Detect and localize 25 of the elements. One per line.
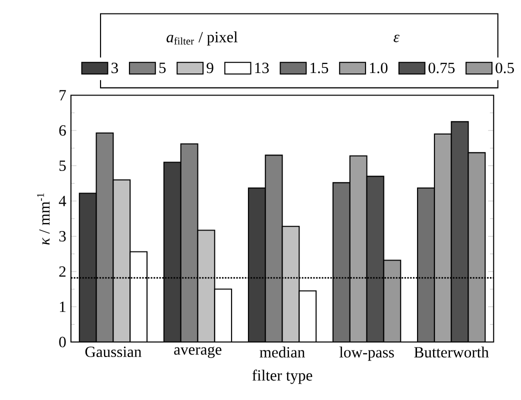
legend-label: 3	[112, 62, 118, 73]
legend-label: 1.5	[310, 62, 328, 74]
legend-label: 13	[255, 62, 269, 73]
x-tick-label: average	[174, 346, 222, 358]
x-tick-label: median	[260, 346, 305, 358]
y-tick-label: 4	[58, 196, 66, 206]
x-tick-label: Gaussian	[85, 346, 142, 357]
y-tick-label: 5	[59, 160, 66, 171]
legend-title: a$_{filter}$ / pixel	[166, 31, 238, 46]
legend-label: 0.75	[428, 62, 455, 74]
y-tick-label: 2	[59, 266, 66, 276]
x-axis-title: filter type	[252, 369, 312, 384]
y-tick-label: 3	[59, 230, 66, 242]
x-tick-label: low-pass	[339, 346, 394, 361]
y-axis-title: κ / mm$^{-1}$	[37, 193, 50, 244]
legend-label: 5	[159, 62, 166, 73]
legend-label: 0.5	[496, 62, 514, 74]
y-tick-label: 7	[60, 90, 66, 100]
y-tick-label: 6	[59, 125, 66, 136]
y-tick-label: 1	[60, 301, 66, 312]
y-tick-label: 0	[59, 336, 66, 348]
text: ε	[394, 34, 400, 42]
legend-label: 1.0	[370, 62, 388, 74]
x-tick-label: Butterworth	[414, 346, 489, 358]
legend-label: 9	[206, 62, 214, 73]
